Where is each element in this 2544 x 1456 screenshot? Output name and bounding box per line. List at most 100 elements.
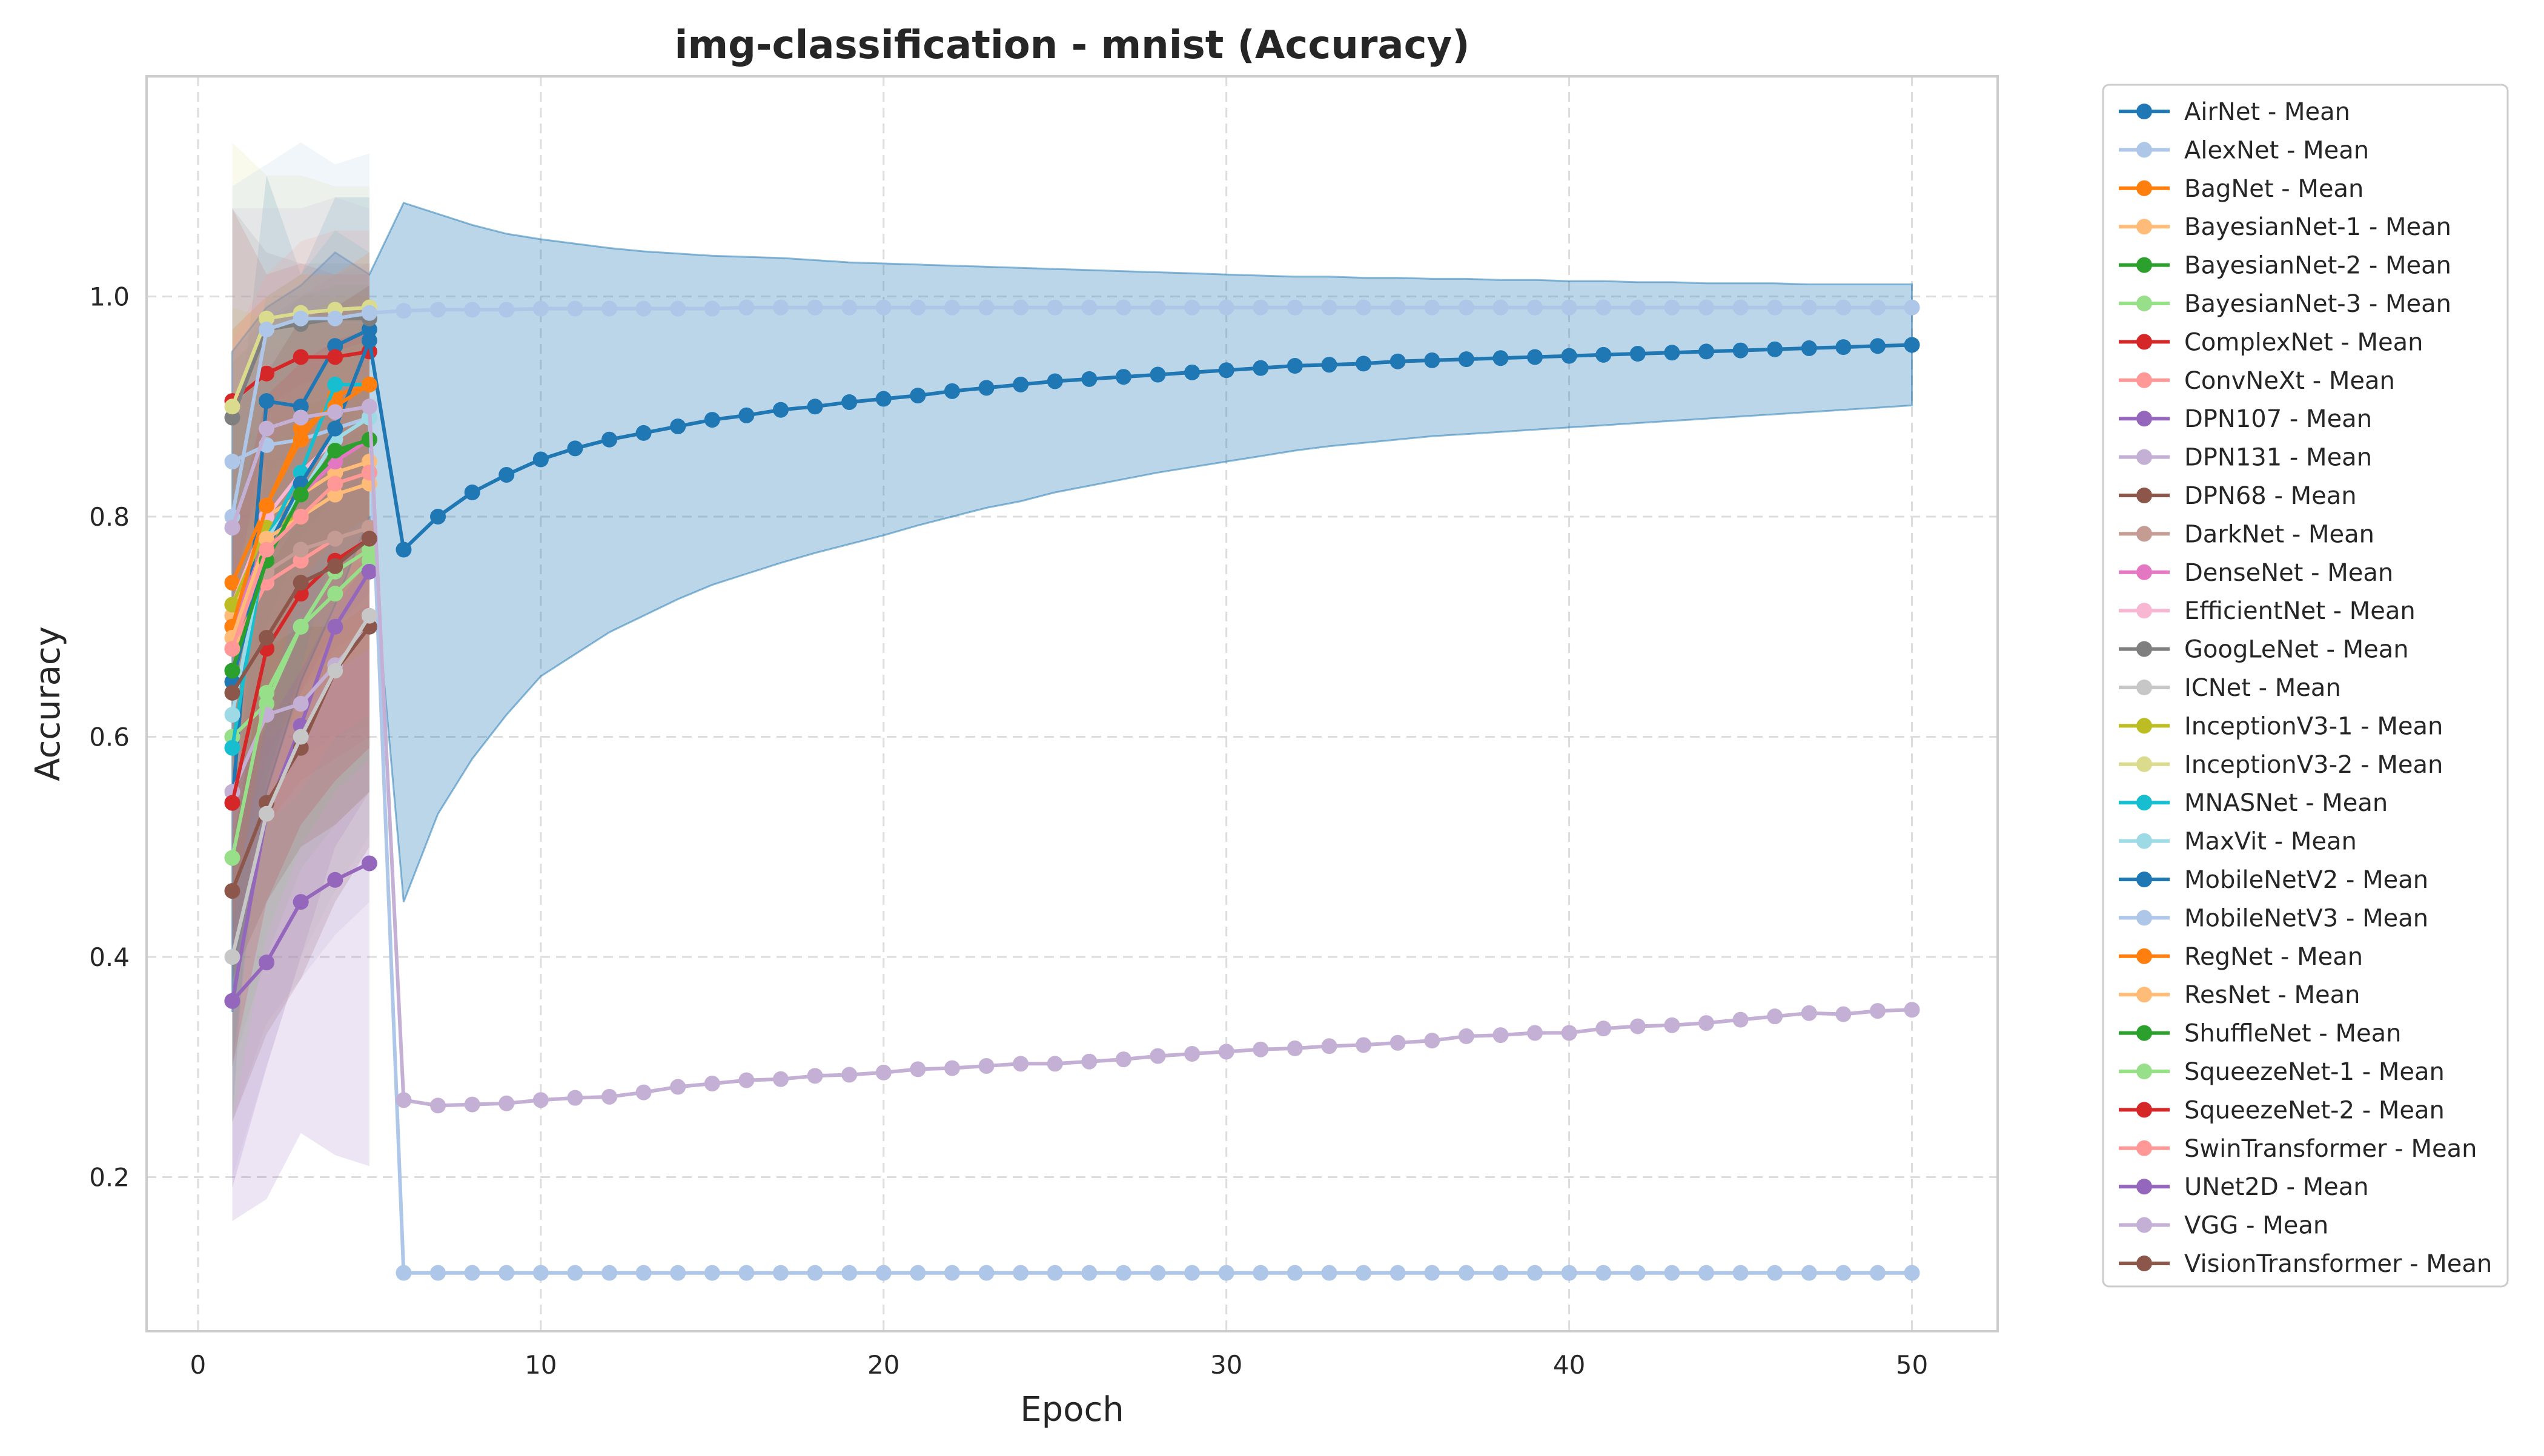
data-point bbox=[1115, 1265, 1131, 1281]
legend-item: BagNet - Mean bbox=[2119, 175, 2363, 203]
data-point bbox=[1767, 341, 1783, 357]
data-point bbox=[1115, 1051, 1131, 1068]
data-point bbox=[704, 1076, 720, 1092]
data-point bbox=[499, 466, 515, 483]
data-point bbox=[259, 322, 275, 338]
data-point bbox=[1150, 1048, 1166, 1064]
axis-layer: 0 10 20 30 40 50 0.2 0.4 0.6 0.8 1.0 bbox=[89, 282, 1928, 1380]
legend-item: EfficientNet - Mean bbox=[2119, 597, 2416, 625]
legend-swatch-marker bbox=[2136, 948, 2152, 964]
data-point bbox=[1869, 1265, 1886, 1281]
data-point bbox=[1150, 366, 1166, 383]
legend-item: GoogLeNet - Mean bbox=[2119, 636, 2409, 664]
data-point bbox=[224, 684, 240, 701]
data-point bbox=[635, 1084, 652, 1100]
data-point bbox=[464, 1265, 480, 1281]
data-point bbox=[224, 949, 240, 965]
legend-label: VisionTransformer - Mean bbox=[2184, 1250, 2492, 1278]
y-tick-label: 0.2 bbox=[89, 1163, 130, 1193]
data-point bbox=[224, 520, 240, 536]
data-point bbox=[259, 541, 275, 558]
data-point bbox=[464, 485, 480, 501]
data-point bbox=[224, 707, 240, 723]
data-point bbox=[327, 531, 343, 547]
data-point bbox=[1732, 342, 1749, 359]
legend-item: ResNet - Mean bbox=[2119, 981, 2360, 1009]
data-point bbox=[1835, 339, 1852, 356]
data-point bbox=[293, 552, 309, 569]
data-point bbox=[361, 520, 377, 536]
data-point bbox=[910, 299, 926, 316]
legend-swatch-marker bbox=[2136, 411, 2152, 427]
data-point bbox=[293, 509, 309, 525]
data-point bbox=[224, 399, 240, 415]
data-point bbox=[1390, 353, 1406, 369]
data-point bbox=[1527, 299, 1543, 316]
data-point bbox=[327, 310, 343, 326]
data-point bbox=[1492, 1265, 1509, 1281]
data-point bbox=[293, 894, 309, 910]
data-point bbox=[499, 1265, 515, 1281]
data-point bbox=[978, 1265, 995, 1281]
legend-item: RegNet - Mean bbox=[2119, 943, 2363, 971]
y-axis-label: Accuracy bbox=[28, 626, 68, 781]
data-point bbox=[1458, 351, 1474, 368]
data-point bbox=[1253, 360, 1269, 376]
legend-label: AirNet - Mean bbox=[2184, 98, 2350, 126]
data-point bbox=[1287, 358, 1303, 374]
legend-swatch-marker bbox=[2136, 987, 2152, 1003]
data-point bbox=[1115, 369, 1131, 385]
data-point bbox=[601, 1088, 617, 1105]
data-point bbox=[1150, 1265, 1166, 1281]
legend-swatch-marker bbox=[2136, 526, 2152, 542]
legend-swatch-marker bbox=[2136, 372, 2152, 388]
data-point bbox=[1081, 1053, 1098, 1070]
data-point bbox=[532, 1092, 549, 1108]
data-point bbox=[1767, 1265, 1783, 1281]
legend-label: ComplexNet - Mean bbox=[2184, 328, 2423, 356]
legend-item: DPN107 - Mean bbox=[2119, 405, 2372, 433]
data-point bbox=[1424, 299, 1440, 316]
data-point bbox=[1081, 299, 1098, 316]
data-point bbox=[1595, 299, 1612, 316]
chart-title: img-classification - mnist (Accuracy) bbox=[675, 23, 1470, 68]
legend-items: AirNet - Mean AlexNet - Mean BagNet - Mean… bbox=[2119, 98, 2492, 1278]
data-point bbox=[259, 420, 275, 437]
data-point bbox=[224, 795, 240, 811]
data-point bbox=[670, 1265, 686, 1281]
data-point bbox=[1835, 1265, 1852, 1281]
data-point bbox=[670, 300, 686, 317]
data-point bbox=[259, 955, 275, 971]
legend-box bbox=[2102, 84, 2509, 1288]
legend-label: DPN68 - Mean bbox=[2184, 482, 2357, 510]
data-point bbox=[1184, 1265, 1201, 1281]
data-point bbox=[1767, 1008, 1783, 1025]
data-point bbox=[1013, 1265, 1029, 1281]
data-point bbox=[841, 1265, 858, 1281]
data-point bbox=[807, 399, 823, 415]
data-point bbox=[1356, 356, 1372, 372]
legend-item: DPN68 - Mean bbox=[2119, 482, 2357, 510]
data-point bbox=[224, 993, 240, 1009]
data-point bbox=[1287, 1265, 1303, 1281]
data-point bbox=[259, 393, 275, 409]
data-point bbox=[944, 1060, 960, 1076]
data-point bbox=[875, 1064, 892, 1080]
data-point bbox=[361, 399, 377, 415]
y-tick-label: 0.8 bbox=[89, 502, 130, 532]
data-point bbox=[1801, 1005, 1817, 1021]
legend-label: DPN107 - Mean bbox=[2184, 405, 2372, 433]
legend-swatch-marker bbox=[2136, 795, 2152, 811]
legend-label: RegNet - Mean bbox=[2184, 943, 2363, 971]
x-tick-label: 20 bbox=[867, 1350, 899, 1380]
data-point bbox=[1801, 1265, 1817, 1281]
legend-item: ComplexNet - Mean bbox=[2119, 328, 2423, 356]
legend-label: ConvNeXt - Mean bbox=[2184, 367, 2395, 395]
data-point bbox=[1184, 364, 1201, 380]
legend-swatch-marker bbox=[2136, 1102, 2152, 1118]
legend-swatch-marker bbox=[2136, 910, 2152, 926]
legend-swatch-marker bbox=[2136, 872, 2152, 887]
data-point bbox=[1595, 1021, 1612, 1037]
data-point bbox=[875, 391, 892, 407]
data-point bbox=[327, 404, 343, 420]
